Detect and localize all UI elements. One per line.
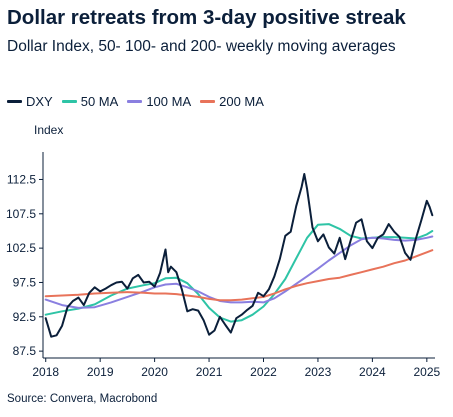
legend-label: 100 MA <box>146 94 192 109</box>
legend-swatch <box>7 100 22 103</box>
y-tick-label: 102.5 <box>6 241 36 255</box>
y-tick-label: 112.5 <box>7 172 36 186</box>
legend-item-dxy: DXY <box>7 94 53 109</box>
legend-item-200-ma: 200 MA <box>200 94 264 109</box>
y-tick-label: 97.5 <box>13 275 37 289</box>
x-tick-label: 2020 <box>141 365 168 379</box>
legend-swatch <box>61 100 77 103</box>
y-axis-title: Index <box>34 123 63 137</box>
y-tick-label: 87.5 <box>13 344 37 358</box>
legend-item-100-ma: 100 MA <box>127 94 191 109</box>
series-line-200-ma <box>44 249 434 302</box>
source-note: Source: Convera, Macrobond <box>7 393 158 405</box>
chart-legend: DXY 50 MA 100 MA 200 MA <box>7 94 264 109</box>
y-tick-label: 107.5 <box>6 207 36 221</box>
x-tick-label: 2019 <box>87 365 114 379</box>
legend-label: 50 MA <box>80 94 119 109</box>
x-tick-label: 2021 <box>196 365 223 379</box>
x-tick-label: 2022 <box>250 365 277 379</box>
legend-label: DXY <box>26 94 53 109</box>
legend-swatch <box>200 100 216 103</box>
legend-item-50-ma: 50 MA <box>61 94 119 109</box>
chart-subtitle: Dollar Index, 50- 100- and 200- weekly m… <box>7 38 396 55</box>
x-tick-label: 2025 <box>413 365 440 379</box>
chart-title: Dollar retreats from 3-day positive stre… <box>7 6 406 29</box>
y-tick-label: 92.5 <box>13 310 37 324</box>
x-tick-label: 2024 <box>359 365 386 379</box>
legend-label: 200 MA <box>219 94 264 109</box>
series-line-100-ma <box>44 235 434 309</box>
series-line-dxy <box>44 173 434 338</box>
x-tick-label: 2023 <box>305 365 332 379</box>
legend-swatch <box>127 100 143 103</box>
x-tick-label: 2018 <box>32 365 59 379</box>
